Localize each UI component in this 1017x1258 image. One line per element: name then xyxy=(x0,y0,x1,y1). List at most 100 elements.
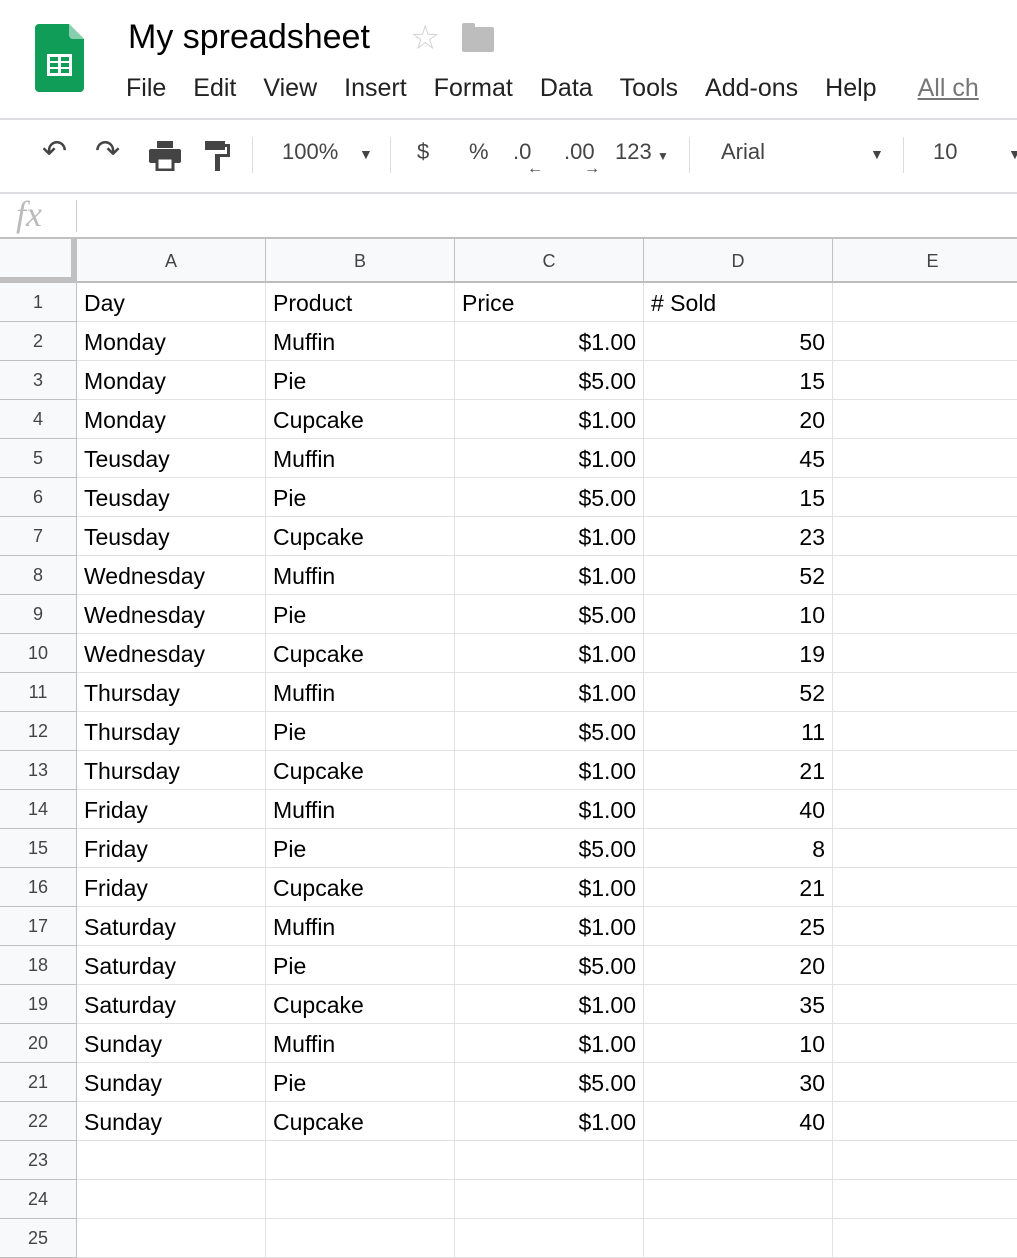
row-header[interactable]: 14 xyxy=(0,790,77,829)
cell-d8[interactable]: 52 xyxy=(644,556,833,595)
cell-d24[interactable] xyxy=(644,1180,833,1219)
cell-c11[interactable]: $1.00 xyxy=(455,673,644,712)
column-header-b[interactable]: B xyxy=(266,237,455,283)
cell-e13[interactable] xyxy=(833,751,1017,790)
menu-addons[interactable]: Add-ons xyxy=(705,74,799,102)
cell-c13[interactable]: $1.00 xyxy=(455,751,644,790)
cell-b21[interactable]: Pie xyxy=(266,1063,455,1102)
cell-c12[interactable]: $5.00 xyxy=(455,712,644,751)
sheets-logo-icon[interactable] xyxy=(35,24,84,92)
cell-a19[interactable]: Saturday xyxy=(77,985,266,1024)
cell-b2[interactable]: Muffin xyxy=(266,322,455,361)
cell-b9[interactable]: Pie xyxy=(266,595,455,634)
cell-c20[interactable]: $1.00 xyxy=(455,1024,644,1063)
cell-d23[interactable] xyxy=(644,1141,833,1180)
cell-a8[interactable]: Wednesday xyxy=(77,556,266,595)
cell-d21[interactable]: 30 xyxy=(644,1063,833,1102)
cell-c6[interactable]: $5.00 xyxy=(455,478,644,517)
cell-a3[interactable]: Monday xyxy=(77,361,266,400)
row-header[interactable]: 17 xyxy=(0,907,77,946)
chevron-down-icon[interactable]: ▼ xyxy=(1008,146,1017,162)
column-header-d[interactable]: D xyxy=(644,237,833,283)
cell-e18[interactable] xyxy=(833,946,1017,985)
cell-a13[interactable]: Thursday xyxy=(77,751,266,790)
cell-a9[interactable]: Wednesday xyxy=(77,595,266,634)
cell-d14[interactable]: 40 xyxy=(644,790,833,829)
cell-a23[interactable] xyxy=(77,1141,266,1180)
redo-icon[interactable]: ↷ xyxy=(95,135,121,168)
zoom-select[interactable]: 100% xyxy=(282,139,339,164)
row-header[interactable]: 25 xyxy=(0,1219,77,1258)
cell-b22[interactable]: Cupcake xyxy=(266,1102,455,1141)
cell-a21[interactable]: Sunday xyxy=(77,1063,266,1102)
cell-b7[interactable]: Cupcake xyxy=(266,517,455,556)
cell-d16[interactable]: 21 xyxy=(644,868,833,907)
cell-a14[interactable]: Friday xyxy=(77,790,266,829)
cell-b12[interactable]: Pie xyxy=(266,712,455,751)
cell-c2[interactable]: $1.00 xyxy=(455,322,644,361)
cell-c15[interactable]: $5.00 xyxy=(455,829,644,868)
cell-c17[interactable]: $1.00 xyxy=(455,907,644,946)
cell-b19[interactable]: Cupcake xyxy=(266,985,455,1024)
menu-help[interactable]: Help xyxy=(825,74,877,102)
row-header[interactable]: 9 xyxy=(0,595,77,634)
cell-d20[interactable]: 10 xyxy=(644,1024,833,1063)
cell-e23[interactable] xyxy=(833,1141,1017,1180)
cell-b18[interactable]: Pie xyxy=(266,946,455,985)
cell-c22[interactable]: $1.00 xyxy=(455,1102,644,1141)
select-all-corner[interactable] xyxy=(0,237,77,283)
row-header[interactable]: 12 xyxy=(0,712,77,751)
cell-e17[interactable] xyxy=(833,907,1017,946)
star-icon[interactable]: ☆ xyxy=(410,19,441,57)
formula-input[interactable] xyxy=(85,196,1005,234)
cell-c3[interactable]: $5.00 xyxy=(455,361,644,400)
cell-e5[interactable] xyxy=(833,439,1017,478)
cell-e22[interactable] xyxy=(833,1102,1017,1141)
cell-c23[interactable] xyxy=(455,1141,644,1180)
cell-d3[interactable]: 15 xyxy=(644,361,833,400)
cell-a6[interactable]: Teusday xyxy=(77,478,266,517)
cell-d19[interactable]: 35 xyxy=(644,985,833,1024)
menu-data[interactable]: Data xyxy=(539,74,593,102)
cell-b10[interactable]: Cupcake xyxy=(266,634,455,673)
cell-b13[interactable]: Cupcake xyxy=(266,751,455,790)
cell-d12[interactable]: 11 xyxy=(644,712,833,751)
cell-e8[interactable] xyxy=(833,556,1017,595)
cell-b14[interactable]: Muffin xyxy=(266,790,455,829)
cell-c25[interactable] xyxy=(455,1219,644,1258)
cell-d4[interactable]: 20 xyxy=(644,400,833,439)
document-title[interactable]: My spreadsheet xyxy=(128,18,370,56)
cell-e14[interactable] xyxy=(833,790,1017,829)
cell-e16[interactable] xyxy=(833,868,1017,907)
cell-a16[interactable]: Friday xyxy=(77,868,266,907)
cell-c7[interactable]: $1.00 xyxy=(455,517,644,556)
cell-a18[interactable]: Saturday xyxy=(77,946,266,985)
currency-format-button[interactable]: $ xyxy=(417,139,430,164)
cell-c8[interactable]: $1.00 xyxy=(455,556,644,595)
cell-b3[interactable]: Pie xyxy=(266,361,455,400)
cell-b25[interactable] xyxy=(266,1219,455,1258)
row-header[interactable]: 22 xyxy=(0,1102,77,1141)
row-header[interactable]: 20 xyxy=(0,1024,77,1063)
cell-a11[interactable]: Thursday xyxy=(77,673,266,712)
row-header[interactable]: 2 xyxy=(0,322,77,361)
font-select[interactable]: Arial xyxy=(721,139,766,164)
row-header[interactable]: 5 xyxy=(0,439,77,478)
cell-a7[interactable]: Teusday xyxy=(77,517,266,556)
menu-tools[interactable]: Tools xyxy=(619,74,679,102)
column-header-e[interactable]: E xyxy=(833,237,1017,283)
cell-e2[interactable] xyxy=(833,322,1017,361)
cell-a17[interactable]: Saturday xyxy=(77,907,266,946)
row-header[interactable]: 13 xyxy=(0,751,77,790)
cell-b6[interactable]: Pie xyxy=(266,478,455,517)
cell-a20[interactable]: Sunday xyxy=(77,1024,266,1063)
cell-b17[interactable]: Muffin xyxy=(266,907,455,946)
cell-d9[interactable]: 10 xyxy=(644,595,833,634)
cell-b11[interactable]: Muffin xyxy=(266,673,455,712)
cell-d15[interactable]: 8 xyxy=(644,829,833,868)
cell-c5[interactable]: $1.00 xyxy=(455,439,644,478)
cell-d18[interactable]: 20 xyxy=(644,946,833,985)
row-header[interactable]: 24 xyxy=(0,1180,77,1219)
cell-d11[interactable]: 52 xyxy=(644,673,833,712)
row-header[interactable]: 23 xyxy=(0,1141,77,1180)
